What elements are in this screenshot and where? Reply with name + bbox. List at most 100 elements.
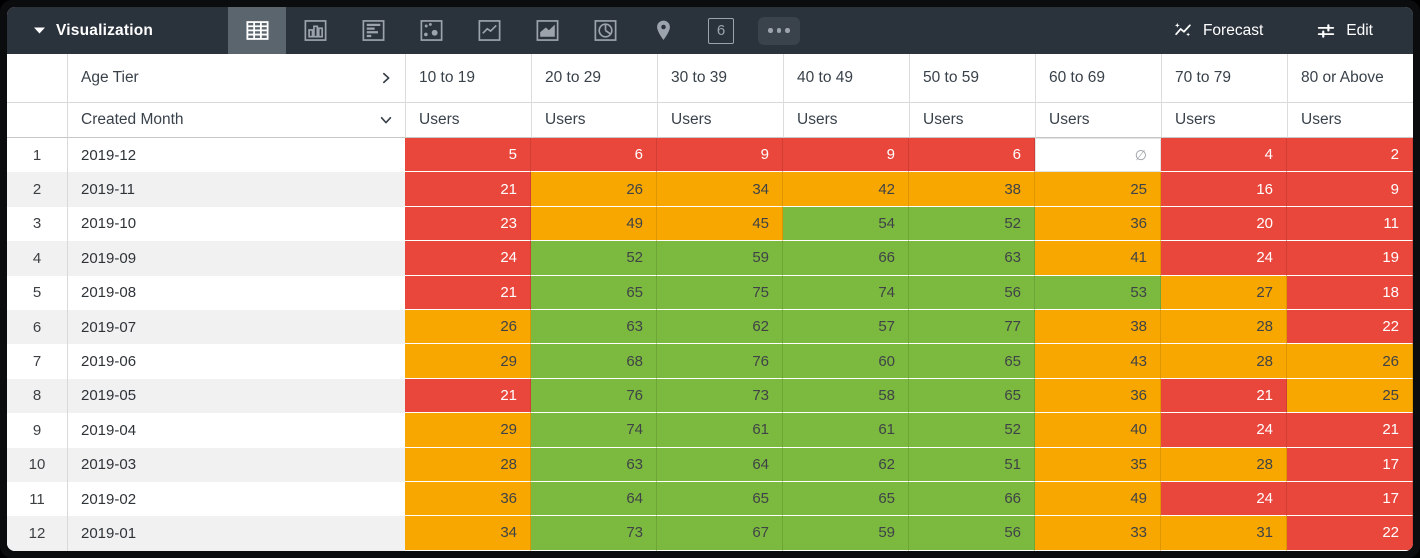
value-cell[interactable]: 56 bbox=[909, 516, 1035, 551]
viz-type-line-chart-button[interactable] bbox=[460, 7, 518, 54]
null-value-cell[interactable]: ∅ bbox=[1035, 138, 1161, 173]
pivot-field-header[interactable]: Age Tier bbox=[68, 54, 405, 103]
value-cell[interactable]: 34 bbox=[657, 172, 783, 207]
month-cell[interactable]: 2019-08 bbox=[81, 284, 137, 302]
measure-header[interactable]: Users bbox=[783, 103, 909, 138]
viz-type-area-chart-button[interactable] bbox=[518, 7, 576, 54]
value-cell[interactable]: 73 bbox=[657, 378, 783, 414]
month-cell[interactable]: 2019-09 bbox=[68, 241, 405, 276]
measure-header[interactable]: Users bbox=[531, 103, 657, 138]
edit-button[interactable]: Edit bbox=[1315, 20, 1373, 42]
value-cell[interactable]: 33 bbox=[1035, 516, 1161, 551]
value-cell[interactable]: 62 bbox=[657, 309, 783, 345]
value-cell[interactable]: 26 bbox=[1287, 344, 1413, 379]
chevron-down-icon[interactable] bbox=[379, 113, 393, 127]
value-cell[interactable]: 51 bbox=[909, 447, 1035, 482]
value-cell[interactable]: 52 bbox=[909, 413, 1035, 448]
value-cell[interactable]: 66 bbox=[783, 241, 909, 276]
column-header-60-to-69[interactable]: 60 to 69 bbox=[1035, 54, 1161, 103]
value-cell[interactable]: 6 bbox=[531, 138, 657, 173]
value-cell[interactable]: 21 bbox=[1287, 413, 1413, 448]
value-cell[interactable]: 22 bbox=[1287, 309, 1413, 345]
value-cell[interactable]: 65 bbox=[783, 481, 909, 517]
measure-header[interactable]: Users bbox=[909, 103, 1035, 138]
value-cell[interactable]: 21 bbox=[1161, 378, 1287, 414]
value-cell[interactable]: 28 bbox=[1161, 447, 1287, 482]
value-cell[interactable]: 25 bbox=[1035, 172, 1161, 207]
value-cell[interactable]: 38 bbox=[909, 172, 1035, 207]
measure-header[interactable]: Users bbox=[1035, 103, 1161, 138]
month-cell[interactable]: 2019-05 bbox=[68, 378, 405, 414]
value-cell[interactable]: 19 bbox=[1287, 241, 1413, 276]
column-header-40-to-49[interactable]: 40 to 49 bbox=[783, 54, 909, 103]
value-cell[interactable]: 42 bbox=[783, 172, 909, 207]
value-cell[interactable]: 65 bbox=[909, 344, 1035, 379]
month-cell[interactable]: 2019-06 bbox=[81, 353, 137, 371]
value-cell[interactable]: 76 bbox=[657, 344, 783, 379]
value-cell[interactable]: 74 bbox=[531, 413, 657, 448]
value-cell[interactable]: 61 bbox=[783, 413, 909, 448]
month-cell[interactable]: 2019-10 bbox=[81, 215, 137, 233]
value-cell[interactable]: 49 bbox=[1035, 481, 1161, 517]
value-cell[interactable]: 52 bbox=[531, 241, 657, 276]
value-cell[interactable]: 73 bbox=[531, 516, 657, 551]
value-cell[interactable]: 64 bbox=[531, 481, 657, 517]
viz-type-scatter-chart-button[interactable] bbox=[402, 7, 460, 54]
value-cell[interactable]: 26 bbox=[531, 172, 657, 207]
value-cell[interactable]: 21 bbox=[405, 172, 531, 207]
value-cell[interactable]: 29 bbox=[405, 344, 531, 379]
measure-header[interactable]: Users bbox=[1287, 103, 1413, 138]
value-cell[interactable]: 24 bbox=[1161, 241, 1287, 276]
value-cell[interactable]: 5 bbox=[405, 138, 531, 173]
viz-type-bar-chart-button[interactable] bbox=[344, 7, 402, 54]
value-cell[interactable]: 62 bbox=[783, 447, 909, 482]
viz-type-map-pin-button[interactable] bbox=[634, 7, 692, 54]
value-cell[interactable]: 11 bbox=[1287, 206, 1413, 242]
value-cell[interactable]: 65 bbox=[531, 275, 657, 310]
value-cell[interactable]: 74 bbox=[783, 275, 909, 310]
value-cell[interactable]: 34 bbox=[405, 516, 531, 551]
value-cell[interactable]: 28 bbox=[405, 447, 531, 482]
viz-type-column-chart-button[interactable] bbox=[286, 7, 344, 54]
viz-type-more-button[interactable] bbox=[750, 7, 808, 54]
month-cell[interactable]: 2019-07 bbox=[68, 309, 405, 345]
viz-type-table-button[interactable] bbox=[228, 7, 286, 54]
value-cell[interactable]: 21 bbox=[405, 275, 531, 310]
month-cell[interactable]: 2019-01 bbox=[68, 516, 405, 551]
value-cell[interactable]: 24 bbox=[1161, 413, 1287, 448]
value-cell[interactable]: 4 bbox=[1161, 138, 1287, 173]
month-cell[interactable]: 2019-02 bbox=[81, 490, 137, 508]
measure-header[interactable]: Users bbox=[657, 103, 783, 138]
value-cell[interactable]: 54 bbox=[783, 206, 909, 242]
value-cell[interactable]: 9 bbox=[657, 138, 783, 173]
value-cell[interactable]: 57 bbox=[783, 309, 909, 345]
value-cell[interactable]: 23 bbox=[405, 206, 531, 242]
value-cell[interactable]: 9 bbox=[783, 138, 909, 173]
value-cell[interactable]: 22 bbox=[1287, 516, 1413, 551]
value-cell[interactable]: 75 bbox=[657, 275, 783, 310]
value-cell[interactable]: 41 bbox=[1035, 241, 1161, 276]
value-cell[interactable]: 31 bbox=[1161, 516, 1287, 551]
column-header-50-to-59[interactable]: 50 to 59 bbox=[909, 54, 1035, 103]
value-cell[interactable]: 66 bbox=[909, 481, 1035, 517]
value-cell[interactable]: 36 bbox=[405, 481, 531, 517]
value-cell[interactable]: 60 bbox=[783, 344, 909, 379]
value-cell[interactable]: 59 bbox=[783, 516, 909, 551]
column-header-30-to-39[interactable]: 30 to 39 bbox=[657, 54, 783, 103]
column-header-10-to-19[interactable]: 10 to 19 bbox=[405, 54, 531, 103]
value-cell[interactable]: 77 bbox=[909, 309, 1035, 345]
month-cell[interactable]: 2019-12 bbox=[81, 146, 137, 164]
value-cell[interactable]: 61 bbox=[657, 413, 783, 448]
value-cell[interactable]: 38 bbox=[1035, 309, 1161, 345]
value-cell[interactable]: 36 bbox=[1035, 206, 1161, 242]
value-cell[interactable]: 63 bbox=[531, 309, 657, 345]
value-cell[interactable]: 65 bbox=[657, 481, 783, 517]
column-header-80-or-above[interactable]: 80 or Above bbox=[1287, 54, 1413, 103]
value-cell[interactable]: 17 bbox=[1287, 447, 1413, 482]
value-cell[interactable]: 68 bbox=[531, 344, 657, 379]
chevron-right-icon[interactable] bbox=[379, 71, 393, 85]
value-cell[interactable]: 17 bbox=[1287, 481, 1413, 517]
value-cell[interactable]: 76 bbox=[531, 378, 657, 414]
value-cell[interactable]: 63 bbox=[531, 447, 657, 482]
month-cell[interactable]: 2019-04 bbox=[81, 421, 137, 439]
